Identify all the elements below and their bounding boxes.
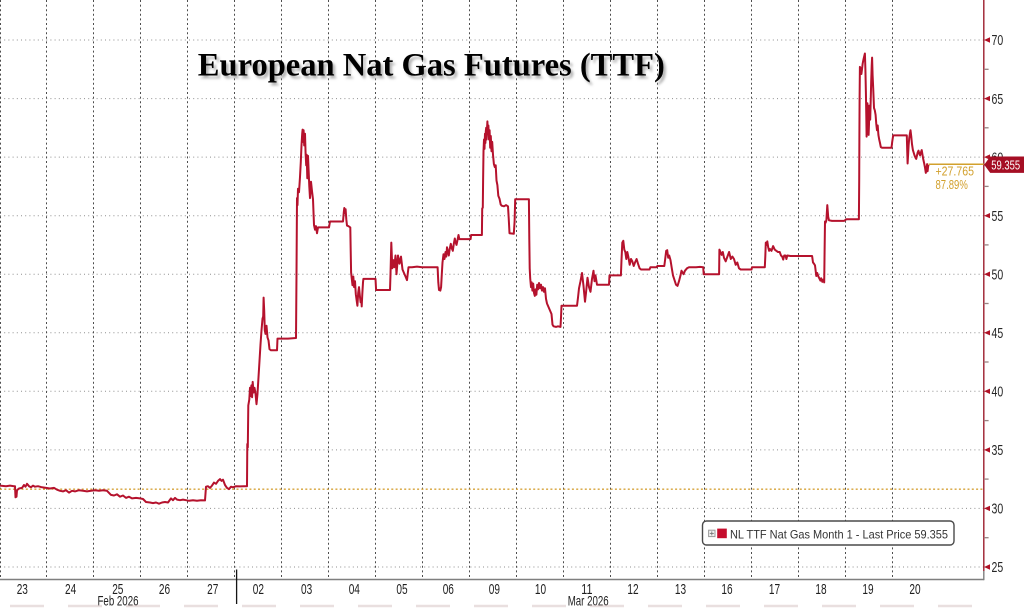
svg-text:55: 55 xyxy=(992,209,1004,225)
svg-text:70: 70 xyxy=(992,33,1004,49)
svg-text:Feb 2026: Feb 2026 xyxy=(98,593,139,608)
svg-text:50: 50 xyxy=(992,267,1004,283)
svg-text:35: 35 xyxy=(992,443,1004,459)
svg-text:European Nat Gas Futures (TTF): European Nat Gas Futures (TTF) xyxy=(198,48,665,84)
svg-text:03: 03 xyxy=(301,581,312,598)
svg-text:09: 09 xyxy=(489,581,500,598)
svg-text:25: 25 xyxy=(992,560,1004,576)
svg-text:NL TTF Nat Gas Month 1 - Last: NL TTF Nat Gas Month 1 - Last Price 59.3… xyxy=(730,529,948,542)
svg-text:23: 23 xyxy=(17,581,28,598)
svg-text:25: 25 xyxy=(112,581,123,598)
svg-text:19: 19 xyxy=(862,581,873,598)
svg-text:06: 06 xyxy=(443,581,454,598)
svg-text:04: 04 xyxy=(349,581,360,598)
svg-text:27: 27 xyxy=(207,581,218,598)
svg-text:11: 11 xyxy=(581,581,592,598)
svg-text:17: 17 xyxy=(769,581,780,598)
svg-text:05: 05 xyxy=(396,581,407,598)
svg-text:Mar 2026: Mar 2026 xyxy=(568,593,609,608)
svg-text:65: 65 xyxy=(992,92,1004,108)
svg-text:European Nat Gas Futures (TTF): European Nat Gas Futures (TTF) xyxy=(200,51,667,87)
svg-text:16: 16 xyxy=(721,581,732,598)
svg-text:87.89%: 87.89% xyxy=(936,177,968,192)
svg-text:10: 10 xyxy=(535,581,546,598)
svg-text:13: 13 xyxy=(675,581,686,598)
svg-text:02: 02 xyxy=(253,581,264,598)
svg-text:30: 30 xyxy=(992,502,1004,518)
svg-text:+27.765: +27.765 xyxy=(936,163,975,178)
svg-text:20: 20 xyxy=(909,581,920,598)
svg-text:26: 26 xyxy=(159,581,170,598)
svg-text:40: 40 xyxy=(992,385,1004,401)
svg-text:45: 45 xyxy=(992,326,1004,342)
svg-text:24: 24 xyxy=(65,581,76,598)
svg-text:12: 12 xyxy=(627,581,638,598)
svg-text:18: 18 xyxy=(815,581,826,598)
svg-text:59.355: 59.355 xyxy=(991,158,1020,173)
